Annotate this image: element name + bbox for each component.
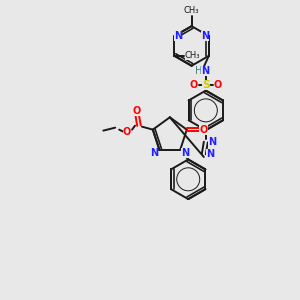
Text: O: O xyxy=(133,106,141,116)
Text: N: N xyxy=(201,66,209,76)
Text: N: N xyxy=(206,149,214,159)
Text: S: S xyxy=(202,80,210,90)
Text: N: N xyxy=(201,31,209,41)
Text: CH₃: CH₃ xyxy=(184,6,200,15)
Text: N: N xyxy=(150,148,158,158)
Text: H: H xyxy=(195,66,203,76)
Text: N: N xyxy=(174,31,182,41)
Text: O: O xyxy=(123,127,131,136)
Text: CH₃: CH₃ xyxy=(184,51,200,60)
Text: O: O xyxy=(190,80,198,90)
Text: N: N xyxy=(208,137,216,147)
Text: O: O xyxy=(200,124,208,135)
Text: O: O xyxy=(214,80,222,90)
Text: N: N xyxy=(181,148,189,158)
